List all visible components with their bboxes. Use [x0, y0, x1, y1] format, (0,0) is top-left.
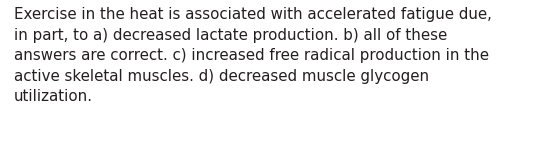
Text: Exercise in the heat is associated with accelerated fatigue due,
in part, to a) : Exercise in the heat is associated with … [14, 7, 492, 104]
